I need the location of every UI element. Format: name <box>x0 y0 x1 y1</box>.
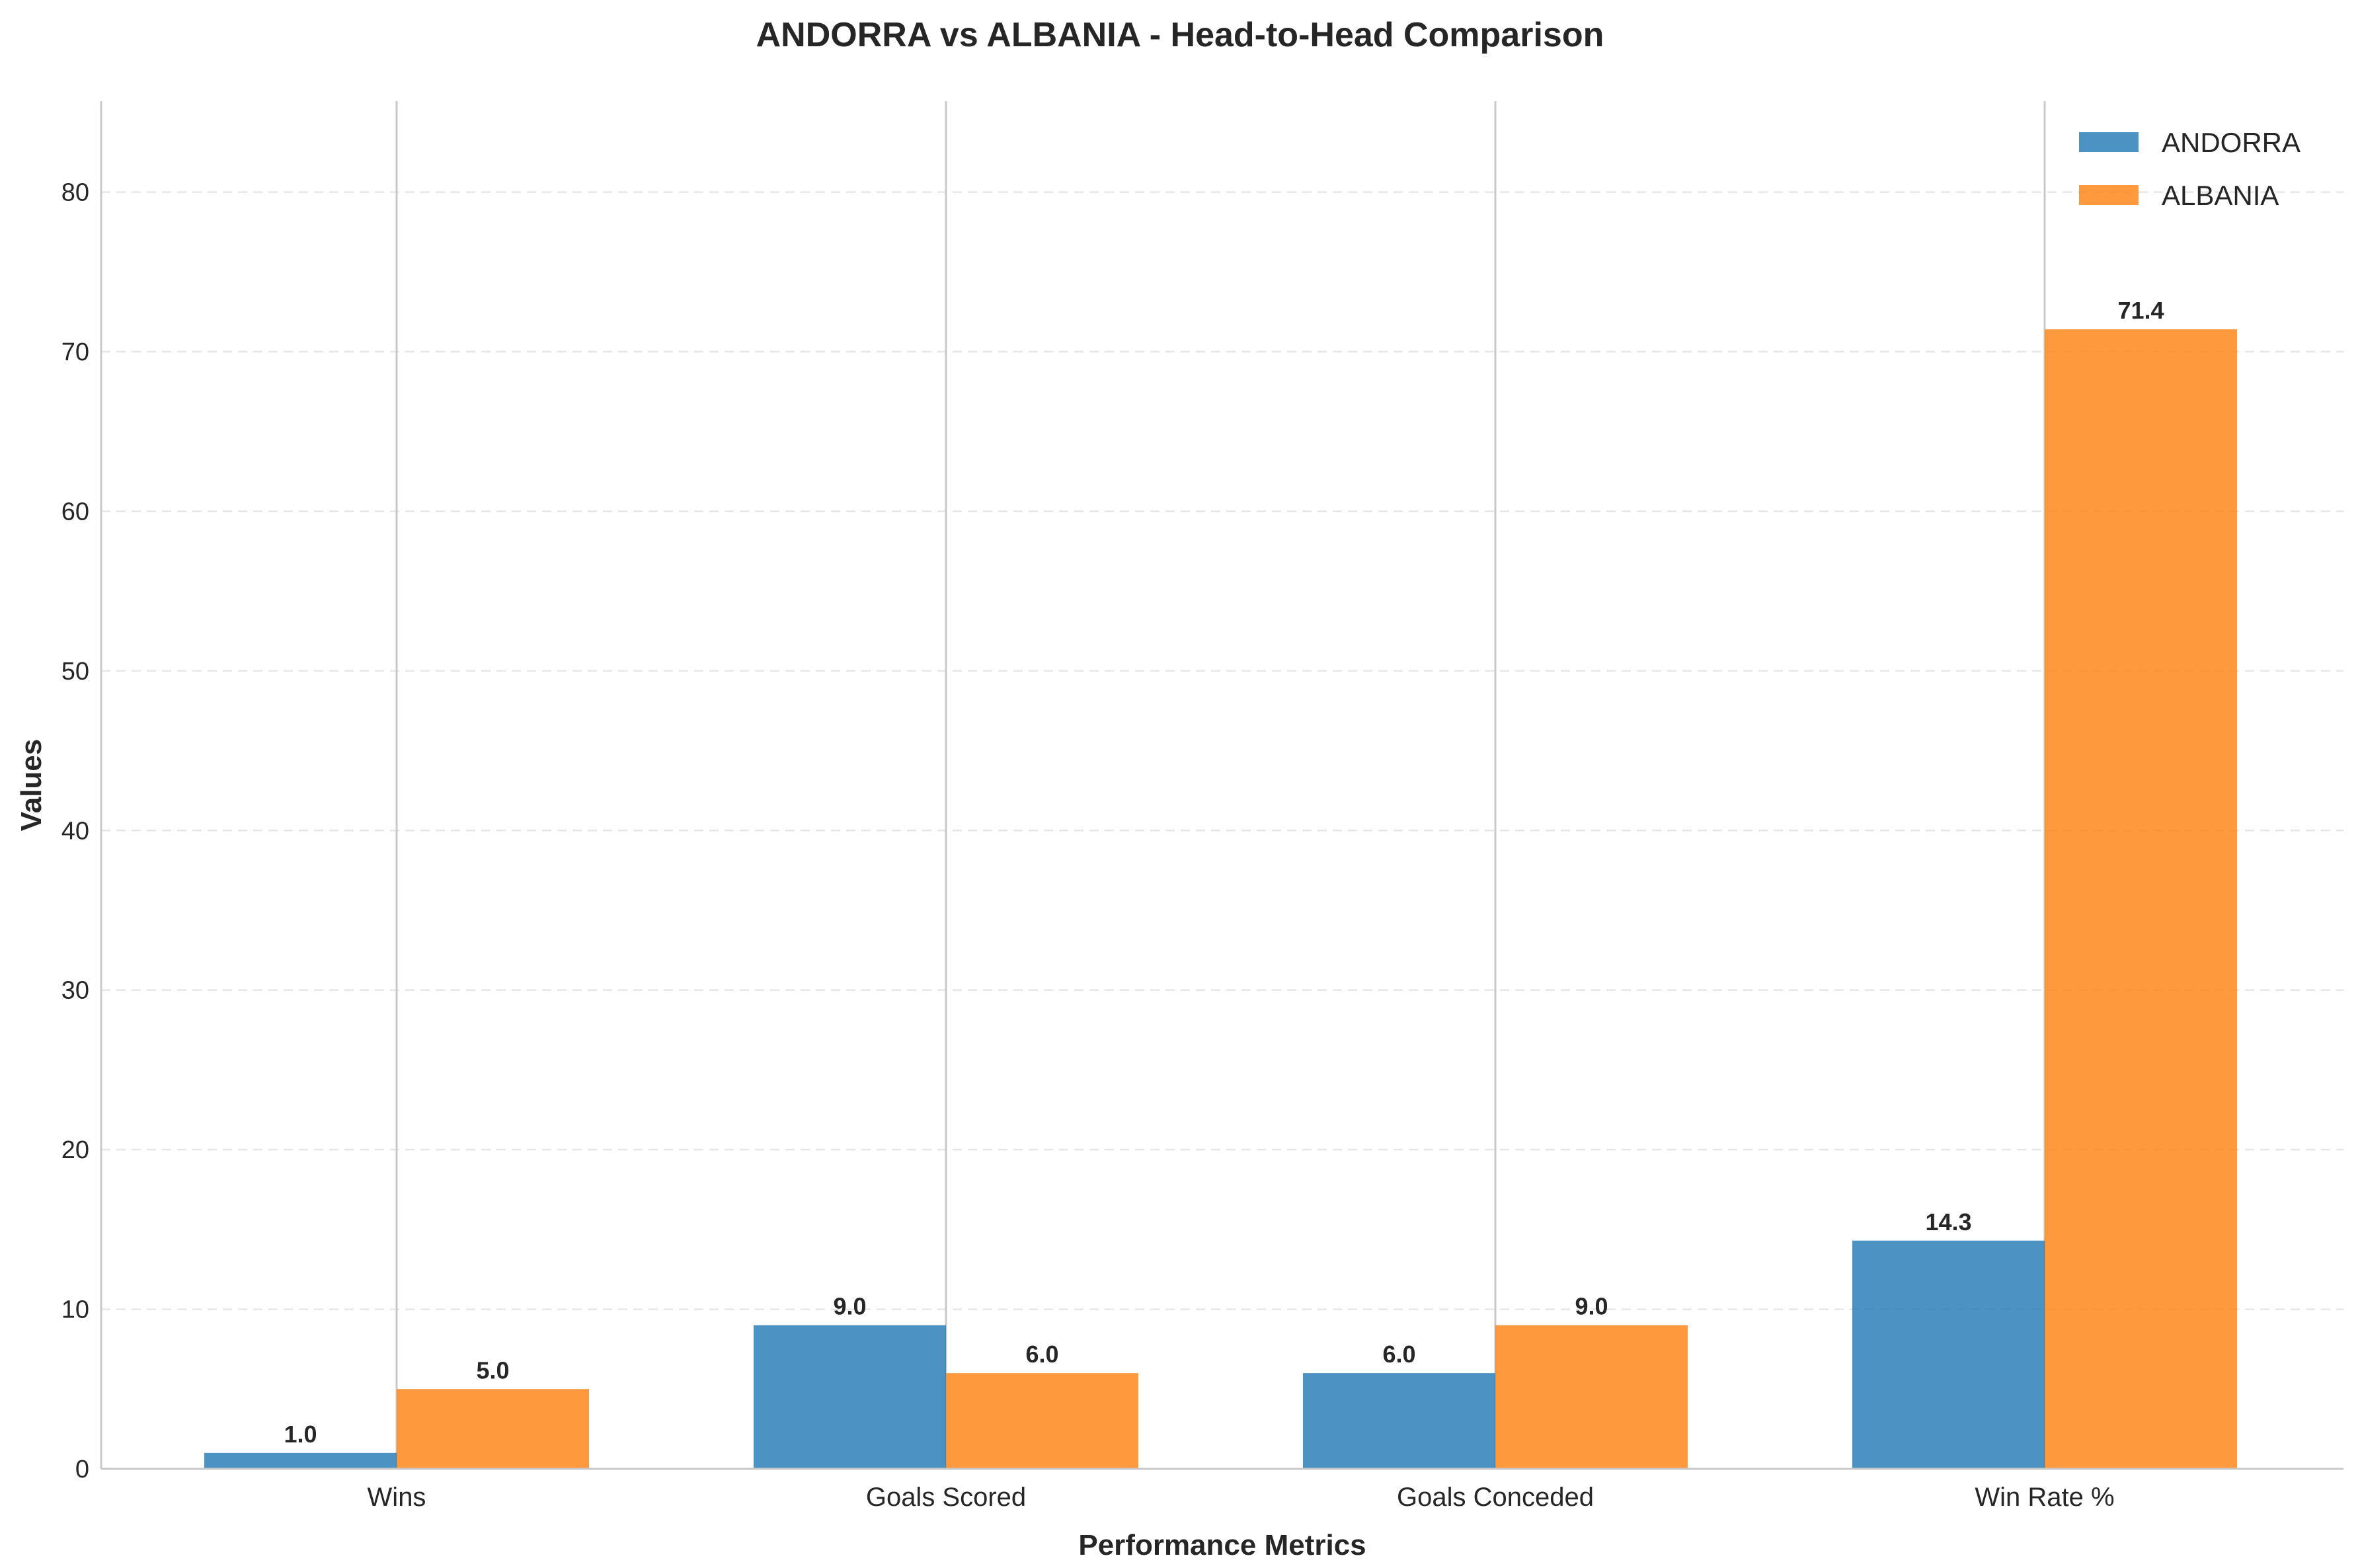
bar-albania-2 <box>1495 1325 1688 1469</box>
y-tick-label: 40 <box>61 817 89 845</box>
value-labels: 1.0 9.0 6.0 14.3 5.0 6.0 9.0 71.4 <box>284 297 2164 1448</box>
bar-albania-0 <box>397 1389 589 1469</box>
y-tick-label: 0 <box>75 1456 89 1483</box>
value-label: 1.0 <box>284 1421 317 1448</box>
x-tick-label: Goals Conceded <box>1397 1483 1594 1512</box>
value-label: 6.0 <box>1382 1341 1415 1368</box>
bar-andorra-0 <box>204 1452 397 1469</box>
category-separator-lines <box>395 101 2046 1469</box>
x-axis-ticks: Wins Goals Scored Goals Conceded Win Rate % <box>368 1483 2115 1512</box>
legend-label-albania: ALBANIA <box>2162 180 2279 211</box>
bar-albania-1 <box>946 1373 1138 1469</box>
legend-swatch-albania <box>2079 185 2139 205</box>
bar-andorra-2 <box>1303 1373 1495 1469</box>
chart-title: ANDORRA vs ALBANIA - Head-to-Head Compar… <box>756 16 1604 54</box>
x-tick-label: Goals Scored <box>866 1483 1026 1512</box>
x-tick-label: Win Rate % <box>1975 1483 2114 1512</box>
value-label: 14.3 <box>1925 1208 1971 1235</box>
bar-albania-3 <box>2045 329 2237 1469</box>
value-label: 5.0 <box>476 1356 509 1384</box>
bar-andorra-3 <box>1852 1240 2045 1469</box>
y-tick-label: 60 <box>61 498 89 526</box>
legend: ANDORRA ALBANIA <box>2079 127 2301 211</box>
value-label: 71.4 <box>2117 297 2164 324</box>
y-tick-label: 70 <box>61 338 89 366</box>
y-tick-label: 10 <box>61 1296 89 1324</box>
legend-label-andorra: ANDORRA <box>2162 127 2301 158</box>
y-tick-label: 30 <box>61 977 89 1005</box>
legend-swatch-andorra <box>2079 132 2139 152</box>
y-axis-label: Values <box>15 739 48 831</box>
y-tick-label: 80 <box>61 179 89 207</box>
value-label: 9.0 <box>1575 1293 1608 1320</box>
x-axis-label: Performance Metrics <box>1078 1529 1366 1561</box>
y-axis-ticks: 0 10 20 30 40 50 60 70 80 <box>61 179 89 1483</box>
y-tick-label: 50 <box>61 658 89 686</box>
grid-lines <box>101 191 2343 1310</box>
bars <box>204 329 2237 1469</box>
x-tick-label: Wins <box>368 1483 426 1512</box>
y-tick-label: 20 <box>61 1136 89 1164</box>
value-label: 9.0 <box>833 1293 866 1320</box>
bar-andorra-1 <box>754 1325 946 1469</box>
value-label: 6.0 <box>1025 1341 1058 1368</box>
